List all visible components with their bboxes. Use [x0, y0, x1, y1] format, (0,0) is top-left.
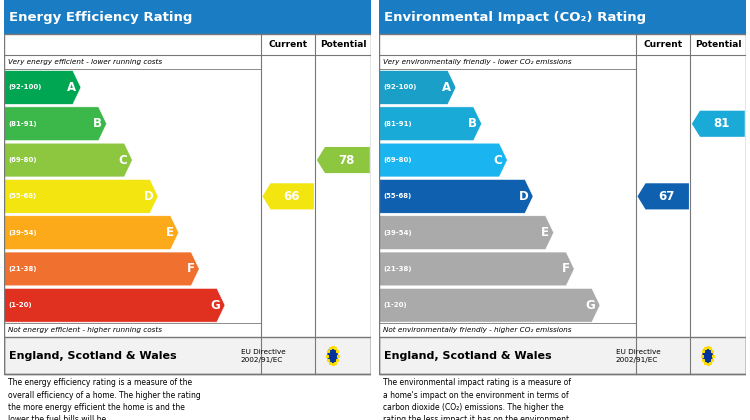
Text: (81-91): (81-91) — [8, 121, 37, 127]
Text: B: B — [468, 117, 477, 130]
Text: The environmental impact rating is a measure of
a home's impact on the environme: The environmental impact rating is a mea… — [383, 378, 572, 420]
Text: (1-20): (1-20) — [383, 302, 406, 308]
Text: B: B — [93, 117, 102, 130]
Text: C: C — [494, 154, 502, 167]
Text: G: G — [586, 299, 596, 312]
Polygon shape — [4, 107, 106, 141]
Bar — [4, 337, 371, 374]
Polygon shape — [692, 111, 745, 137]
Polygon shape — [4, 289, 225, 322]
Text: (21-38): (21-38) — [8, 266, 37, 272]
Text: (21-38): (21-38) — [383, 266, 412, 272]
Text: Current: Current — [644, 40, 682, 49]
Bar — [4, 34, 371, 374]
Polygon shape — [379, 143, 507, 177]
Text: E: E — [541, 226, 549, 239]
Text: Potential: Potential — [695, 40, 742, 49]
Text: (55-68): (55-68) — [8, 193, 37, 200]
Text: 81: 81 — [713, 117, 730, 130]
Polygon shape — [4, 252, 200, 286]
Polygon shape — [4, 216, 178, 249]
Text: D: D — [143, 190, 153, 203]
Text: (1-20): (1-20) — [8, 302, 32, 308]
Text: C: C — [118, 154, 128, 167]
Text: (39-54): (39-54) — [8, 230, 37, 236]
Text: Energy Efficiency Rating: Energy Efficiency Rating — [9, 11, 193, 24]
Text: Not energy efficient - higher running costs: Not energy efficient - higher running co… — [8, 327, 162, 333]
Text: A: A — [442, 81, 451, 94]
Text: England, Scotland & Wales: England, Scotland & Wales — [384, 351, 552, 360]
Text: (81-91): (81-91) — [383, 121, 412, 127]
Ellipse shape — [702, 347, 713, 364]
Text: 78: 78 — [338, 154, 355, 167]
Polygon shape — [638, 183, 689, 210]
Polygon shape — [4, 179, 158, 213]
Text: Not environmentally friendly - higher CO₂ emissions: Not environmentally friendly - higher CO… — [383, 327, 572, 333]
Text: D: D — [518, 190, 528, 203]
Polygon shape — [4, 143, 132, 177]
Polygon shape — [262, 183, 314, 210]
Text: Current: Current — [268, 40, 308, 49]
Ellipse shape — [327, 347, 338, 364]
Text: England, Scotland & Wales: England, Scotland & Wales — [9, 351, 177, 360]
Text: A: A — [67, 81, 76, 94]
Bar — [379, 337, 746, 374]
Text: (92-100): (92-100) — [8, 84, 41, 90]
Text: (39-54): (39-54) — [383, 230, 412, 236]
Bar — [379, 34, 746, 374]
Text: (69-80): (69-80) — [8, 157, 37, 163]
Polygon shape — [379, 289, 600, 322]
Text: E: E — [166, 226, 174, 239]
Polygon shape — [379, 71, 456, 104]
Text: F: F — [562, 262, 569, 276]
Polygon shape — [316, 147, 370, 173]
Text: Very energy efficient - lower running costs: Very energy efficient - lower running co… — [8, 59, 162, 65]
Text: (55-68): (55-68) — [383, 193, 412, 200]
Bar — [4, 0, 371, 34]
Text: G: G — [211, 299, 220, 312]
Text: (69-80): (69-80) — [383, 157, 412, 163]
Text: F: F — [187, 262, 194, 276]
Text: Potential: Potential — [320, 40, 367, 49]
Text: EU Directive
2002/91/EC: EU Directive 2002/91/EC — [241, 349, 286, 362]
Text: EU Directive
2002/91/EC: EU Directive 2002/91/EC — [616, 349, 661, 362]
Bar — [379, 0, 746, 34]
Polygon shape — [379, 179, 533, 213]
Text: (92-100): (92-100) — [383, 84, 416, 90]
Text: Very environmentally friendly - lower CO₂ emissions: Very environmentally friendly - lower CO… — [383, 59, 572, 65]
Text: 67: 67 — [658, 190, 674, 203]
Polygon shape — [379, 107, 482, 141]
Text: 66: 66 — [284, 190, 300, 203]
Polygon shape — [379, 216, 554, 249]
Text: Environmental Impact (CO₂) Rating: Environmental Impact (CO₂) Rating — [384, 11, 646, 24]
Polygon shape — [4, 71, 81, 104]
Polygon shape — [379, 252, 574, 286]
Text: The energy efficiency rating is a measure of the
overall efficiency of a home. T: The energy efficiency rating is a measur… — [8, 378, 201, 420]
